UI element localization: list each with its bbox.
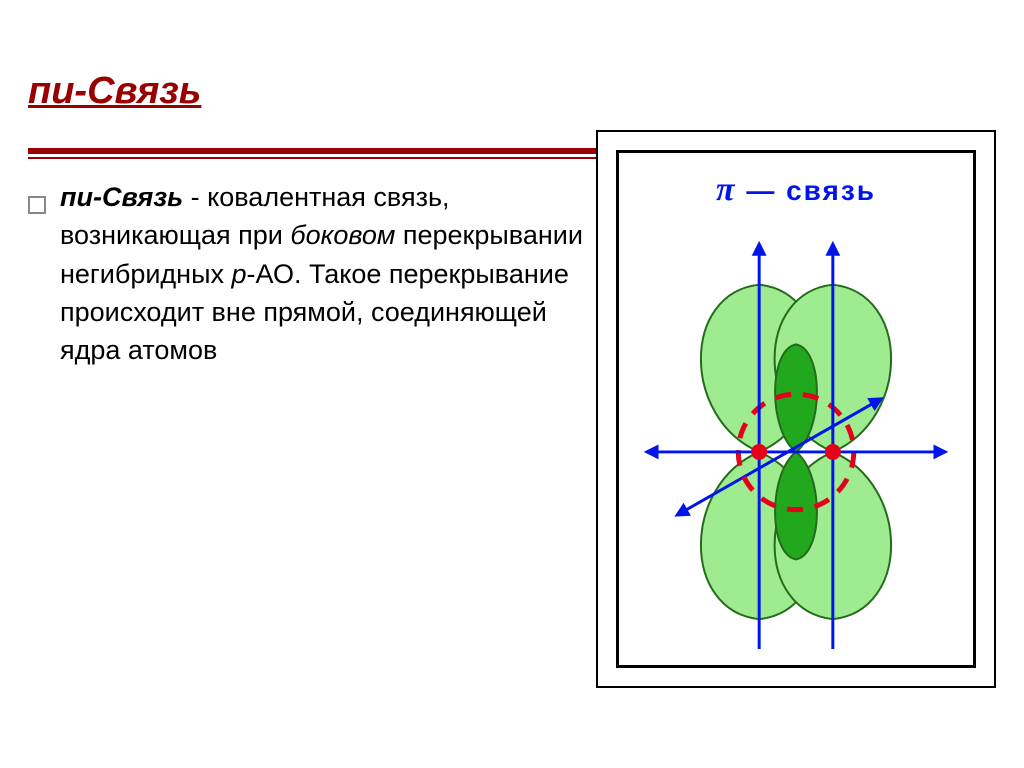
figure-title-pi: π	[716, 171, 737, 208]
figure-inner-frame: π — связь	[616, 150, 976, 668]
figure-title-word: связь	[786, 175, 876, 206]
figure-outer-frame: π — связь	[596, 130, 996, 688]
figure-title: π — связь	[619, 171, 973, 209]
slide: пи-Связь пи-Связь - ковалентная связь, в…	[0, 0, 1024, 768]
body-paragraph: пи-Связь - ковалентная связь, возникающа…	[60, 178, 600, 370]
bullet-marker-icon	[28, 196, 46, 214]
slide-title: пи-Связь	[28, 70, 201, 113]
pi-orbital-diagram	[619, 213, 973, 661]
figure-title-dash: —	[737, 175, 787, 206]
text-run: боковом	[290, 220, 395, 250]
text-run: р	[232, 259, 247, 289]
text-run: пи-Связь	[60, 182, 191, 212]
body-area: пи-Связь - ковалентная связь, возникающа…	[28, 178, 996, 734]
